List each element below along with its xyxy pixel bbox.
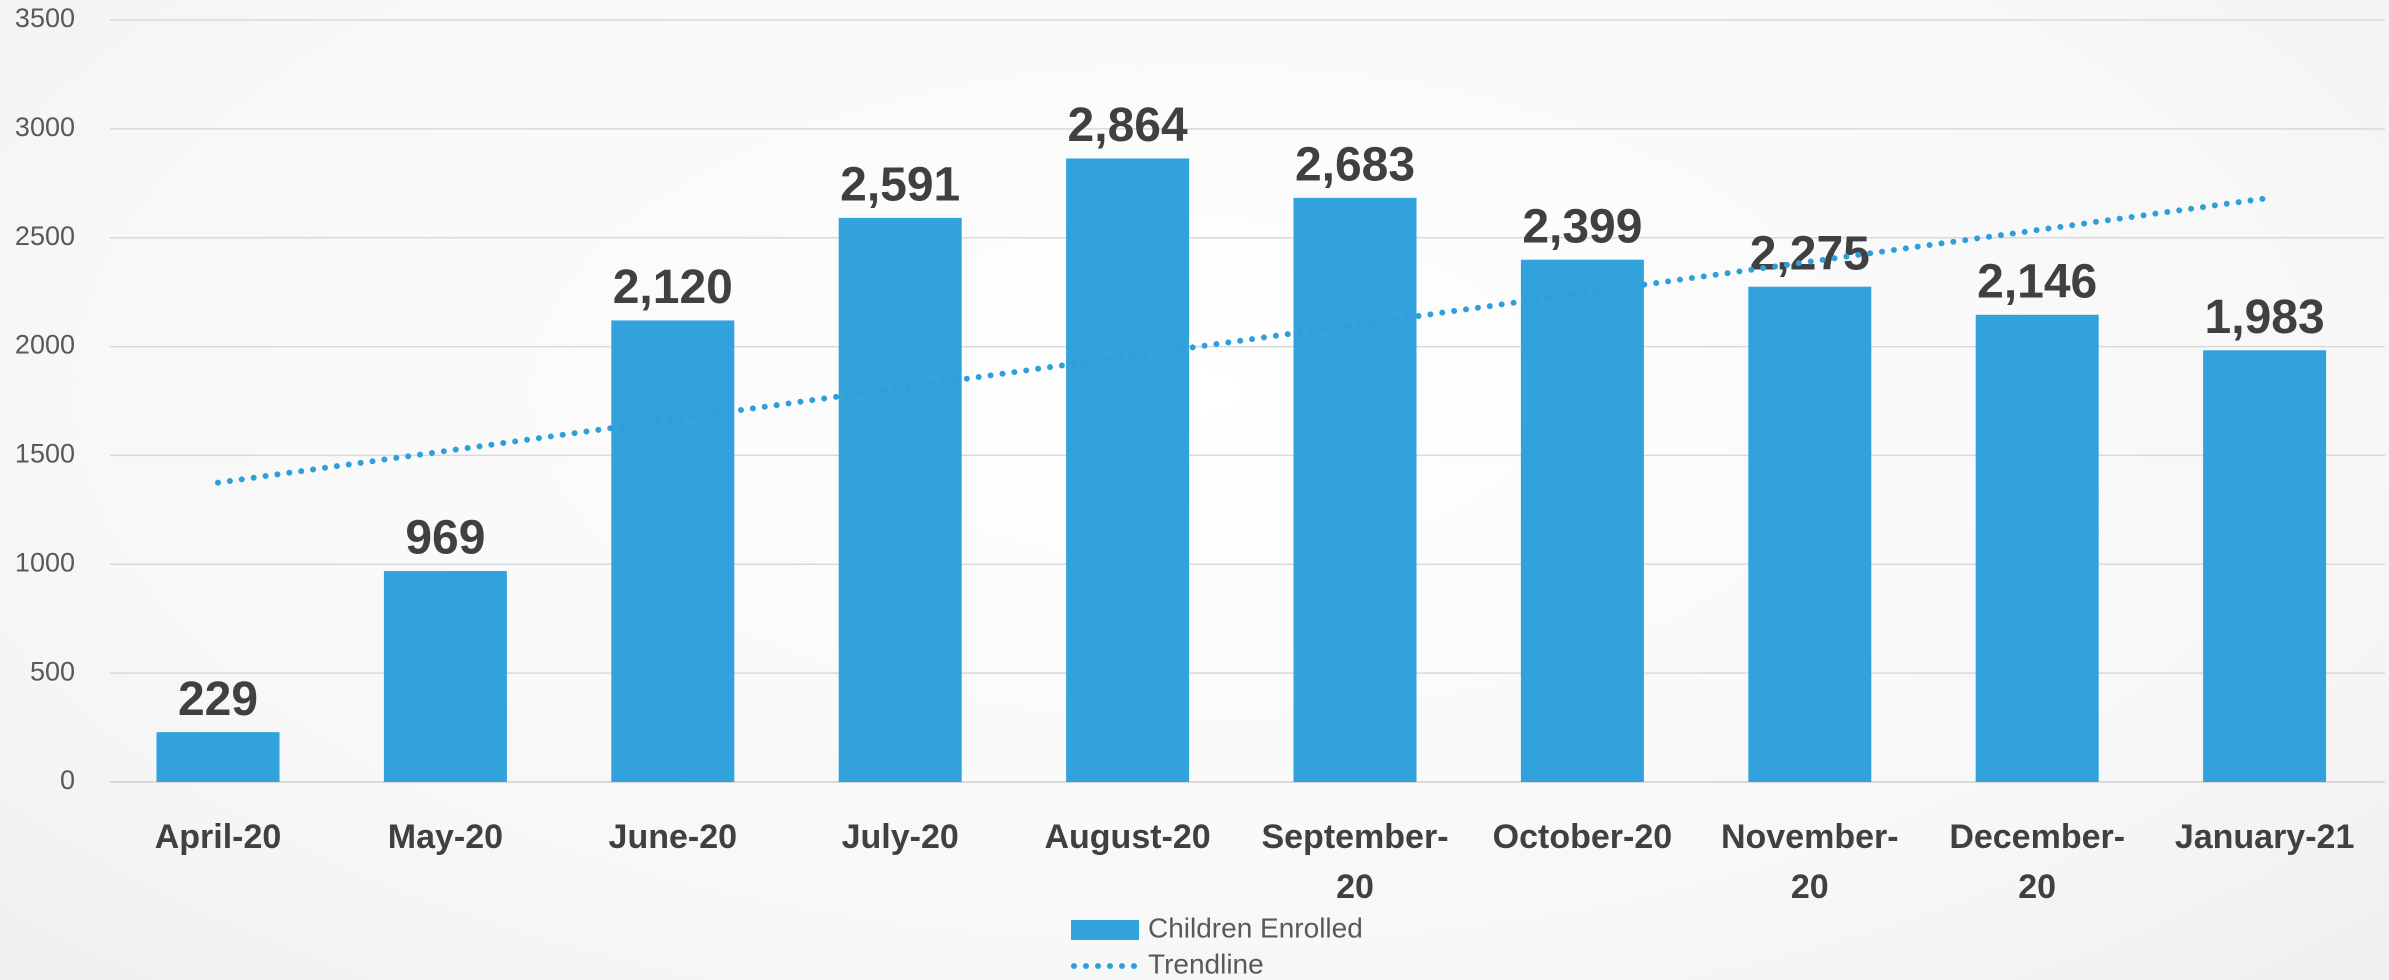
x-tick-label: November-20 <box>1720 818 1899 906</box>
x-tick-label: June-20 <box>608 818 738 856</box>
bar <box>611 320 735 782</box>
data-label: 1,983 <box>2205 291 2325 344</box>
bar <box>1975 314 2099 782</box>
x-tick-label: July-20 <box>841 818 959 856</box>
data-label: 2,120 <box>613 261 733 314</box>
bar <box>1748 286 1872 782</box>
y-tick-label: 0 <box>60 765 75 795</box>
y-tick-label: 500 <box>30 656 75 686</box>
y-tick-label: 1000 <box>15 547 75 577</box>
y-tick-label: 1500 <box>15 439 75 469</box>
data-label: 2,683 <box>1295 139 1415 192</box>
y-tick-label: 2000 <box>15 330 75 360</box>
bar <box>383 571 507 782</box>
data-label: 2,399 <box>1522 200 1642 253</box>
bar <box>156 732 280 782</box>
bar <box>2203 350 2327 782</box>
x-tick-label: October-20 <box>1492 818 1673 856</box>
x-tick-label: January-21 <box>2174 818 2355 856</box>
x-tick-label: September-20 <box>1261 818 1449 906</box>
y-tick-label: 2500 <box>15 221 75 251</box>
y-tick-label: 3500 <box>15 3 75 33</box>
data-label: 2,864 <box>1068 99 1188 152</box>
data-label: 2,146 <box>1977 255 2097 308</box>
data-label: 969 <box>405 512 485 565</box>
data-label: 2,275 <box>1750 227 1870 280</box>
bar <box>1293 197 1417 783</box>
x-tick-label: May-20 <box>387 818 504 856</box>
x-tick-label: April-20 <box>154 818 282 856</box>
bar <box>1066 158 1190 782</box>
bar <box>838 217 962 782</box>
legend-swatch <box>1071 920 1139 940</box>
legend-label: Children Enrolled <box>1148 912 1363 943</box>
trendline <box>215 195 2268 486</box>
x-tick-label: December-20 <box>1949 818 2126 906</box>
data-label: 229 <box>178 673 258 726</box>
x-tick-label: August-20 <box>1044 818 1211 856</box>
legend-label: Trendline <box>1148 948 1264 979</box>
bar <box>1520 259 1644 782</box>
y-tick-label: 3000 <box>15 112 75 142</box>
data-label: 2,591 <box>840 159 960 212</box>
